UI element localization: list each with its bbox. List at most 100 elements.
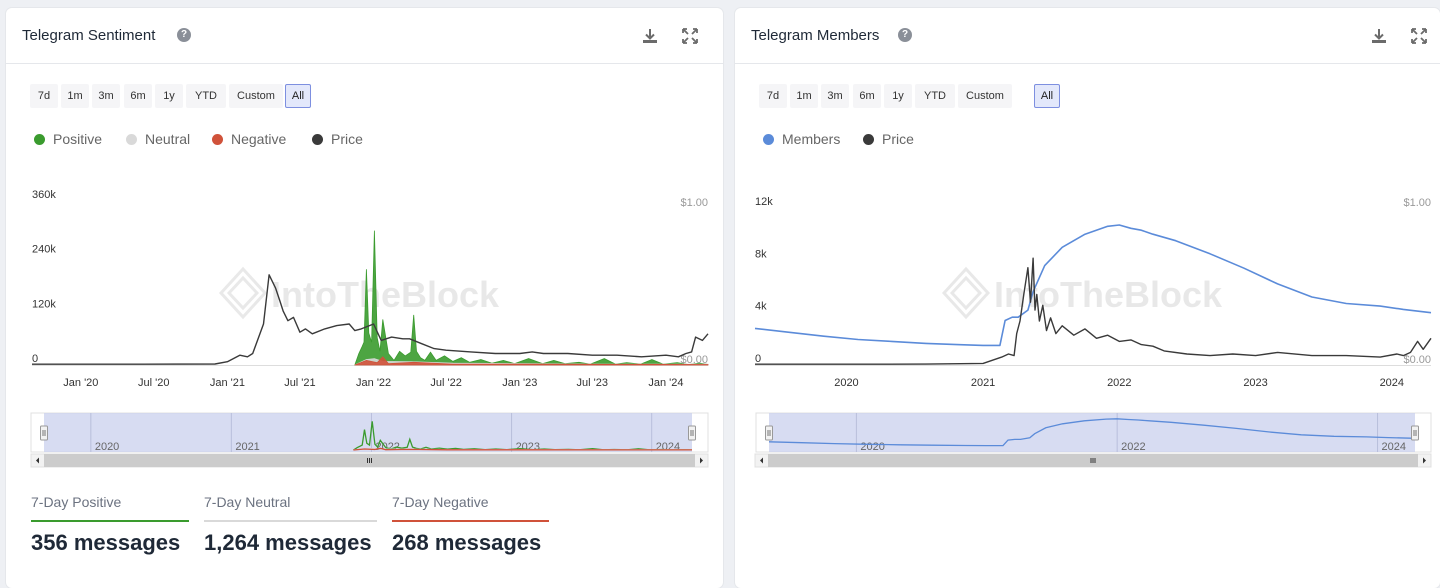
legend-item-members[interactable]: Members	[763, 131, 840, 147]
expand-icon[interactable]	[680, 26, 700, 46]
range-6m-button[interactable]: 6m	[853, 84, 881, 108]
navigator-series-negative	[353, 447, 693, 451]
x-tick-label: 2024	[1380, 377, 1404, 389]
x-tick-label: Jul '23	[577, 377, 608, 389]
card-title: Telegram Members	[751, 27, 880, 44]
legend-item-positive[interactable]: Positive	[34, 131, 102, 147]
x-tick-label: Jan '22	[356, 377, 391, 389]
x-tick-label: Jul '21	[284, 377, 315, 389]
x-tick-label: 2020	[834, 377, 858, 389]
y-tick-label: 4k	[755, 301, 767, 313]
navigator-tick-label: 2023	[516, 441, 540, 453]
range-custom-button[interactable]: Custom	[958, 84, 1012, 108]
y-tick-label: 240k	[32, 244, 56, 256]
x-tick-label: 2021	[971, 377, 995, 389]
series-members-line	[754, 224, 1432, 347]
legend-label: Positive	[53, 131, 103, 147]
navigator-series-members	[768, 418, 1416, 447]
legend-label: Neutral	[145, 131, 191, 147]
x-tick-label: Jan '20	[63, 377, 98, 389]
navigator-selection	[769, 413, 1415, 452]
legend-label: Negative	[231, 131, 287, 147]
y-right-tick-label: $0.00	[680, 354, 708, 366]
range-1m-button[interactable]: 1m	[61, 84, 89, 108]
legend-label: Members	[782, 131, 841, 147]
watermark-logo-icon	[941, 266, 991, 320]
legend-dot-icon	[212, 134, 223, 145]
range-7d-button[interactable]: 7d	[30, 84, 58, 108]
range-all-button[interactable]: All	[1034, 84, 1060, 108]
scroll-handle-icon	[40, 425, 48, 441]
stat-neutral: 7-Day Neutral 1,264 messages	[204, 494, 377, 556]
navigator-tick-label: 2024	[1382, 441, 1406, 453]
stat-underline	[392, 520, 549, 522]
y-tick-label: 0	[755, 353, 761, 365]
download-icon[interactable]	[1369, 26, 1389, 46]
scroll-handle-icon	[765, 425, 773, 441]
legend-label: Price	[882, 131, 914, 147]
range-custom-button[interactable]: Custom	[229, 84, 283, 108]
stat-label: 7-Day Positive	[31, 494, 122, 510]
x-tick-label: Jul '22	[430, 377, 461, 389]
card-header: Telegram Members ?	[735, 8, 1440, 64]
stat-underline	[204, 520, 377, 522]
legend-dot-icon	[126, 134, 137, 145]
y-tick-label: 8k	[755, 248, 767, 260]
series-negative-area	[354, 356, 709, 366]
x-tick-label: Jan '23	[502, 377, 537, 389]
members-chart[interactable]: IntoTheBlock 0 4k 8k 12k $1.00 $0.00 2020 2021 20…	[735, 8, 1440, 478]
y-tick-label: 0	[32, 353, 38, 365]
question-circle-icon[interactable]: ?	[177, 28, 191, 42]
telegram-members-card: Telegram Members ? 7d 1m 3m 6m 1y YTD Cu…	[735, 8, 1440, 588]
stat-label: 7-Day Neutral	[204, 494, 291, 510]
legend-dot-icon	[863, 134, 874, 145]
x-tick-label: Jan '21	[210, 377, 245, 389]
navigator-tick-label: 2021	[235, 441, 259, 453]
series-price-line	[755, 257, 1432, 365]
stat-label: 7-Day Negative	[392, 494, 489, 510]
legend-item-price[interactable]: Price	[312, 131, 363, 147]
expand-icon[interactable]	[1409, 26, 1429, 46]
range-1y-button[interactable]: 1y	[155, 84, 183, 108]
navigator-tick-label: 2020	[95, 441, 119, 453]
range-6m-button[interactable]: 6m	[124, 84, 152, 108]
arrow-left-icon	[36, 457, 39, 464]
navigator-tick-label: 2020	[860, 441, 884, 453]
range-7d-button[interactable]: 7d	[759, 84, 787, 108]
stat-positive: 7-Day Positive 356 messages	[31, 494, 189, 556]
series-positive-area	[354, 230, 709, 366]
x-tick-label: 2023	[1243, 377, 1267, 389]
navigator-tick-label: 2024	[656, 441, 680, 453]
range-3m-button[interactable]: 3m	[92, 84, 120, 108]
x-tick-label: Jan '24	[648, 377, 683, 389]
x-tick-label: Jul '20	[138, 377, 169, 389]
range-1m-button[interactable]: 1m	[790, 84, 818, 108]
range-1y-button[interactable]: 1y	[884, 84, 912, 108]
legend-item-neutral[interactable]: Neutral	[126, 131, 190, 147]
arrow-left-icon	[760, 457, 763, 464]
scroll-handle-icon	[688, 425, 696, 441]
scroll-handle-icon	[1411, 425, 1419, 441]
navigator-tick-label: 2022	[1121, 441, 1145, 453]
arrow-right-icon	[1423, 457, 1426, 464]
stat-underline	[31, 520, 189, 522]
range-3m-button[interactable]: 3m	[821, 84, 849, 108]
y-right-tick-label: $1.00	[1403, 197, 1431, 209]
series-price-line	[32, 274, 709, 365]
download-icon[interactable]	[640, 26, 660, 46]
range-ytd-button[interactable]: YTD	[186, 84, 226, 108]
card-title: Telegram Sentiment	[22, 27, 156, 44]
card-header: Telegram Sentiment ?	[6, 8, 723, 64]
question-circle-icon[interactable]: ?	[898, 28, 912, 42]
sentiment-chart[interactable]: IntoTheBlock 0 120k 240k 360k $1.00 $0.00 Jan '…	[6, 8, 723, 478]
legend-item-negative[interactable]: Negative	[212, 131, 286, 147]
range-all-button[interactable]: All	[285, 84, 311, 108]
arrow-right-icon	[700, 457, 703, 464]
y-tick-label: 120k	[32, 298, 56, 310]
watermark-logo-icon	[218, 266, 268, 320]
legend-label: Price	[331, 131, 363, 147]
legend-dot-icon	[763, 134, 774, 145]
y-right-tick-label: $0.00	[1403, 354, 1431, 366]
legend-item-price[interactable]: Price	[863, 131, 914, 147]
range-ytd-button[interactable]: YTD	[915, 84, 955, 108]
